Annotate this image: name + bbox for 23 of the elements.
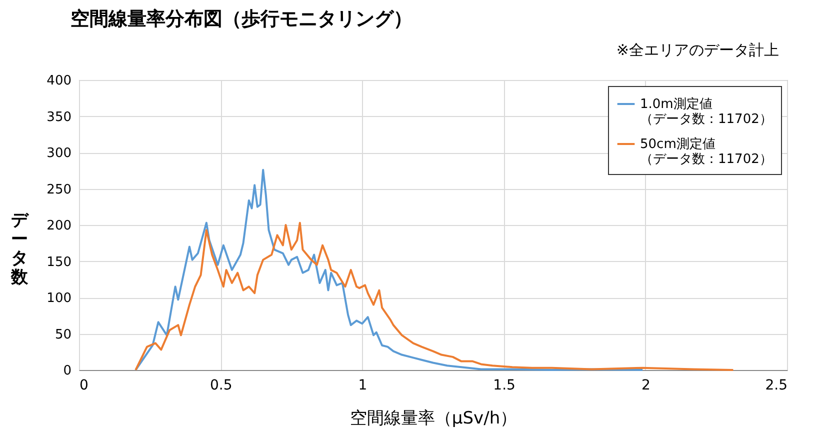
x-tick-label: 2.5 (765, 378, 788, 394)
y-tick-label: 0 (63, 364, 72, 378)
y-axis-title: データ数 (10, 210, 30, 288)
y-tick-label: 50 (54, 327, 72, 342)
legend-label: 50cm測定値（データ数：11702） (640, 137, 772, 167)
x-tick-label: 2 (641, 378, 650, 394)
x-tick-label: 0 (80, 378, 88, 394)
line-series (134, 222, 734, 371)
y-tick-label: 100 (46, 291, 72, 306)
y-tick-label: 300 (46, 146, 72, 161)
y-tick-label: 350 (46, 110, 72, 125)
y-tick-label: 150 (46, 254, 72, 270)
x-tick-label: 0.5 (210, 378, 232, 394)
legend-label: 1.0m測定値（データ数：11702） (640, 97, 772, 127)
line-series (134, 168, 644, 371)
x-tick-label: 1.5 (493, 378, 516, 394)
text: ※全エリアのデータ計上 (616, 41, 779, 59)
y-tick-label: 250 (46, 182, 72, 198)
x-tick-label: 1 (358, 378, 368, 394)
chart-title: 空間線量率分布図（歩行モニタリング） (70, 8, 412, 30)
y-tick-label: 400 (46, 74, 72, 88)
x-axis-title: 空間線量率（μSv/h） (350, 408, 518, 428)
y-tick-label: 200 (46, 218, 72, 234)
